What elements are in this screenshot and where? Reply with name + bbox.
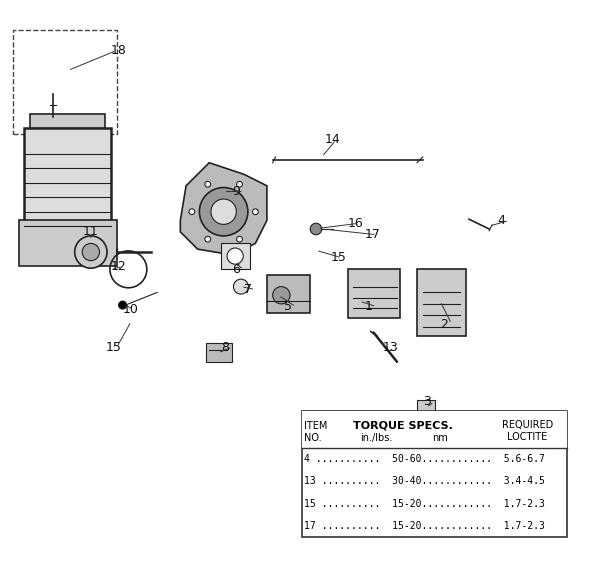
Bar [417,400,436,416]
Bar [302,411,567,537]
Bar [302,411,567,448]
Circle shape [82,243,100,261]
Text: 17 ..........  15-20............  1.7-2.3: 17 .......... 15-20............ 1.7-2.3 [304,521,545,531]
Bar [30,113,105,128]
Text: REQUIRED
LOCTITE: REQUIRED LOCTITE [502,420,553,442]
Text: 12: 12 [111,260,127,273]
Bar [348,269,400,318]
Text: 4 ...........  50-60............  5.6-6.7: 4 ........... 50-60............ 5.6-6.7 [304,454,545,464]
Text: 6: 6 [232,263,240,276]
Text: 14: 14 [325,133,340,146]
Text: 13: 13 [382,340,398,354]
Text: 15 ..........  15-20............  1.7-2.3: 15 .......... 15-20............ 1.7-2.3 [304,499,545,509]
Text: 7: 7 [244,283,252,296]
Circle shape [272,287,290,304]
Text: nm: nm [432,434,448,444]
Polygon shape [181,163,267,255]
Circle shape [253,209,258,215]
Bar [19,221,117,266]
Text: 5: 5 [284,301,292,313]
Circle shape [189,209,195,215]
Text: 4: 4 [498,214,506,227]
Circle shape [236,236,242,242]
Text: 15: 15 [105,340,121,354]
Circle shape [236,181,242,187]
Bar [417,269,466,336]
Text: 8: 8 [221,340,229,354]
Text: in./lbs.: in./lbs. [360,434,392,444]
Text: 2: 2 [440,317,448,331]
Circle shape [199,188,248,236]
Circle shape [205,236,211,242]
Bar [267,275,310,313]
Circle shape [227,248,243,264]
Text: 17: 17 [365,228,381,241]
Bar [206,343,232,361]
Text: 18: 18 [111,44,127,57]
Circle shape [205,181,211,187]
Text: 11: 11 [82,225,98,239]
Circle shape [310,223,322,234]
Circle shape [74,236,107,268]
Text: 1: 1 [365,301,373,313]
Text: TORQUE SPECS.: TORQUE SPECS. [353,421,452,431]
Text: 15: 15 [331,251,346,264]
Circle shape [211,199,236,225]
Text: 16: 16 [348,217,364,230]
Polygon shape [221,243,250,269]
Bar [13,30,117,134]
Circle shape [119,301,127,309]
Text: 10: 10 [122,303,139,316]
Text: 13 ..........  30-40............  3.4-4.5: 13 .......... 30-40............ 3.4-4.5 [304,477,545,486]
Circle shape [233,279,248,294]
Text: 9: 9 [232,185,240,198]
Text: 3: 3 [423,395,431,408]
Bar [25,128,111,232]
Text: ITEM
NO.: ITEM NO. [304,422,328,443]
